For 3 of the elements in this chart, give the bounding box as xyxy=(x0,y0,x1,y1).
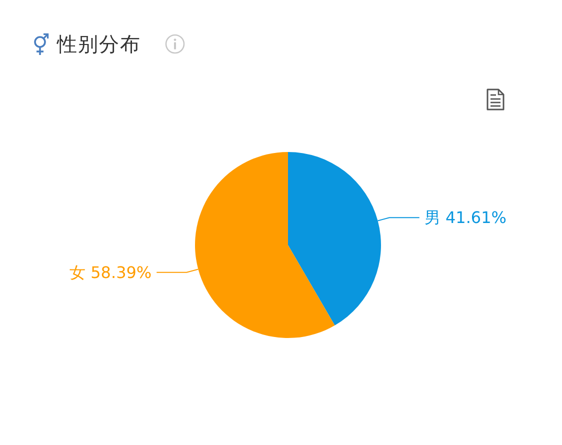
slice-label: 女 58.39% xyxy=(70,262,152,282)
slice-label: 男 41.61% xyxy=(424,208,506,228)
chart-title: 性别分布 xyxy=(57,31,141,57)
